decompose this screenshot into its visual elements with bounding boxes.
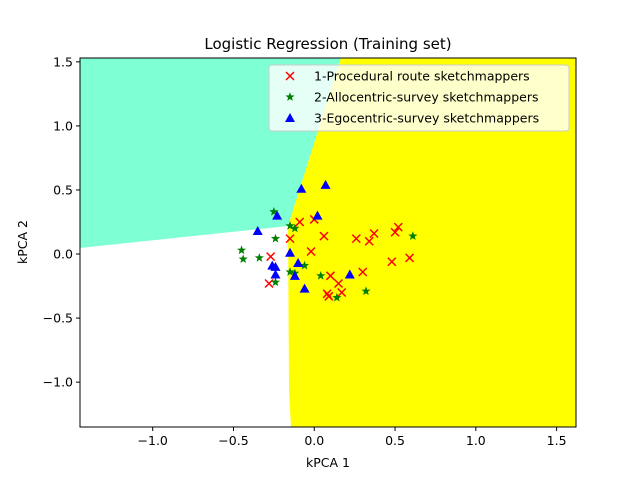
x-tick-label: 0.0 (304, 433, 324, 448)
legend-box (268, 64, 570, 132)
legend-label: 2-Allocentric-survey sketchmappers (314, 90, 539, 105)
legend-item: 1-Procedural route sketchmappers (285, 69, 530, 84)
x-axis-label: kPCA 1 (306, 455, 350, 470)
point-class-1 (266, 252, 276, 262)
point-class-2 (269, 206, 279, 216)
point-class-1 (369, 229, 379, 239)
point-class-1 (306, 246, 316, 256)
point-class-2 (285, 221, 295, 230)
point-class-1 (319, 231, 329, 241)
point-class-3 (270, 261, 281, 271)
plot-frame (79, 57, 577, 428)
y-axis-ticks: −1.0 −0.5 0.0 0.5 1.0 1.5 (43, 54, 80, 390)
data-points (237, 179, 418, 302)
point-class-2 (316, 271, 326, 280)
point-class-1 (333, 278, 344, 289)
legend-label: 3-Egocentric-survey sketchmappers (314, 111, 539, 126)
point-class-1 (325, 271, 335, 281)
point-class-2 (290, 223, 300, 233)
x-axis-ticks: −1.0 −0.5 0.0 0.5 1.0 1.5 (138, 427, 567, 448)
legend-item: 3-Egocentric-survey sketchmappers (285, 111, 539, 126)
point-class-2 (408, 231, 418, 240)
point-class-1 (393, 222, 403, 232)
x-tick-label: 1.0 (466, 433, 486, 448)
y-axis-label: kPCA 2 (15, 220, 30, 264)
point-class-3 (285, 247, 296, 257)
legend-marker (285, 92, 295, 101)
point-class-2 (270, 233, 281, 243)
chart-title: Logistic Regression (Training set) (204, 35, 451, 53)
point-class-2 (361, 286, 371, 296)
y-tick-label: −1.0 (43, 375, 73, 390)
point-class-3 (299, 283, 310, 293)
point-class-3 (344, 269, 355, 279)
point-class-3 (293, 258, 304, 267)
legend-marker (285, 71, 295, 81)
point-class-3 (320, 179, 331, 189)
point-class-2 (237, 245, 247, 255)
point-class-1 (295, 217, 305, 227)
x-tick-label: 1.5 (547, 433, 567, 448)
point-class-1 (364, 236, 374, 246)
y-tick-label: 1.0 (53, 118, 73, 133)
x-tick-label: −0.5 (218, 433, 248, 448)
y-tick-label: 0.0 (53, 247, 73, 262)
legend-marker (285, 113, 295, 122)
y-tick-label: 1.5 (53, 54, 73, 69)
point-class-2 (270, 277, 281, 287)
point-class-1 (390, 227, 400, 237)
point-class-1 (351, 234, 361, 244)
point-class-1 (387, 257, 397, 267)
point-class-3 (272, 210, 283, 220)
point-class-3 (289, 270, 300, 280)
legend-item: 2-Allocentric-survey sketchmappers (285, 90, 539, 105)
point-class-3 (312, 210, 323, 220)
point-class-1 (405, 253, 415, 263)
x-tick-label: 0.5 (385, 433, 405, 448)
point-class-1 (324, 291, 334, 301)
point-class-3 (252, 225, 263, 235)
point-class-2 (332, 292, 342, 302)
point-class-1 (358, 267, 368, 277)
point-class-3 (270, 269, 281, 279)
point-class-2 (254, 253, 264, 262)
y-tick-label: −0.5 (43, 311, 73, 326)
region-class-1 (288, 58, 576, 427)
x-tick-label: −1.0 (138, 433, 168, 448)
y-tick-label: 0.5 (53, 182, 73, 197)
point-class-2 (300, 260, 310, 270)
point-class-2 (238, 254, 248, 264)
point-class-1 (337, 287, 347, 297)
point-class-2 (285, 267, 295, 276)
legend: 1-Procedural route sketchmappers 2-Alloce… (268, 64, 570, 132)
point-class-3 (296, 183, 307, 193)
point-class-1 (285, 234, 295, 244)
legend-label: 1-Procedural route sketchmappers (314, 69, 530, 84)
